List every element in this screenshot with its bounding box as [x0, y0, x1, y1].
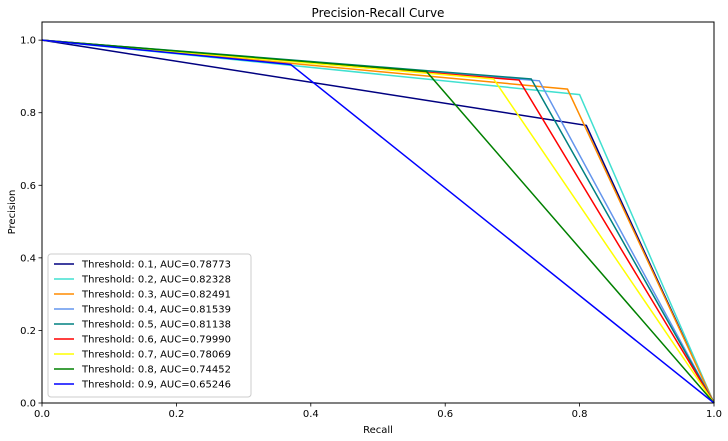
y-tick-label: 0.0 — [20, 399, 36, 410]
series-line-8 — [41, 39, 715, 404]
legend-box — [47, 253, 252, 398]
series-lines — [41, 39, 715, 404]
series-line-3 — [41, 39, 715, 404]
plot-frame — [41, 21, 715, 404]
legend: Threshold: 0.1, AUC=0.78773 Threshold: 0.… — [47, 253, 252, 398]
y-tick-label: 0.4 — [20, 253, 36, 264]
legend-label: Threshold: 0.7, AUC=0.78069 — [81, 350, 231, 361]
chart-title: Precision-Recall Curve — [312, 6, 445, 20]
y-axis-ticks: 0.0 0.2 0.4 0.6 0.8 1.0 — [20, 36, 42, 410]
x-tick-label: 0.6 — [437, 409, 453, 420]
x-tick-label: 1.0 — [706, 409, 722, 420]
y-tick-label: 0.6 — [20, 181, 36, 192]
x-tick-label: 0.0 — [34, 409, 50, 420]
legend-label: Threshold: 0.5, AUC=0.81138 — [81, 320, 231, 331]
legend-label: Threshold: 0.9, AUC=0.65246 — [81, 380, 231, 391]
x-tick-label: 0.2 — [168, 409, 184, 420]
legend-label: Threshold: 0.3, AUC=0.82491 — [81, 290, 231, 301]
legend-label: Threshold: 0.8, AUC=0.74452 — [81, 365, 231, 376]
y-tick-label: 0.8 — [20, 108, 36, 119]
y-tick-label: 0.2 — [20, 326, 36, 337]
x-axis-label: Recall — [363, 425, 393, 436]
legend-label: Threshold: 0.6, AUC=0.79990 — [81, 335, 231, 346]
legend-label: Threshold: 0.2, AUC=0.82328 — [81, 275, 231, 286]
y-tick-label: 1.0 — [20, 36, 36, 47]
x-tick-label: 0.4 — [303, 409, 319, 420]
legend-label: Threshold: 0.4, AUC=0.81539 — [81, 305, 231, 316]
legend-label: Threshold: 0.1, AUC=0.78773 — [81, 260, 231, 271]
x-axis-ticks: 0.0 0.2 0.4 0.6 0.8 1.0 — [34, 403, 722, 420]
series-line-9 — [41, 39, 715, 404]
y-axis-label: Precision — [7, 190, 18, 235]
x-tick-label: 0.8 — [572, 409, 588, 420]
